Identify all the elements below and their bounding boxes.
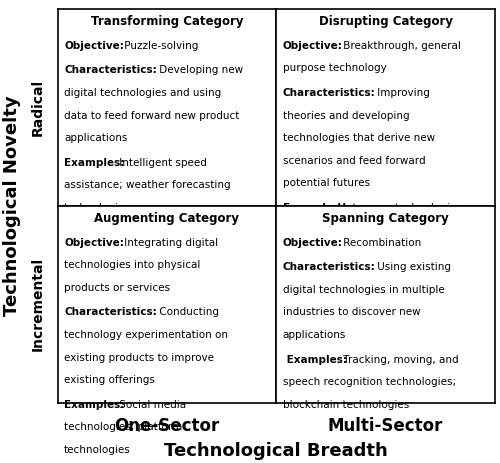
Text: speech recognition technologies;: speech recognition technologies; [283,377,456,387]
Text: Examples:: Examples: [283,355,347,364]
Text: Examples:: Examples: [64,158,124,168]
Text: Tracking, moving, and: Tracking, moving, and [340,355,458,364]
Text: applications: applications [283,330,346,340]
Text: Metaverse technologies: Metaverse technologies [334,203,462,213]
Text: applications: applications [64,133,128,143]
Text: technologies: technologies [64,445,131,455]
Text: theories and developing: theories and developing [283,111,410,120]
Text: Objective:: Objective: [64,41,124,51]
Text: blockchain technologies: blockchain technologies [283,400,409,410]
Text: existing offerings: existing offerings [64,375,155,385]
Text: digital technologies and using: digital technologies and using [64,88,222,98]
Text: Technological Novelty: Technological Novelty [4,96,22,316]
Text: Developing new: Developing new [156,65,243,75]
Text: Conducting: Conducting [156,307,218,317]
Text: technologies: technologies [64,203,131,213]
Text: industries to discover new: industries to discover new [283,307,420,317]
Text: Technological Breadth: Technological Breadth [164,443,388,460]
Text: Objective:: Objective: [283,238,343,248]
Text: technology experimentation on: technology experimentation on [64,330,228,340]
Text: Characteristics:: Characteristics: [64,65,157,75]
Text: potential futures: potential futures [283,179,370,188]
Text: technologies that derive new: technologies that derive new [283,133,435,143]
Text: Objective:: Objective: [64,238,124,248]
Text: Multi-Sector: Multi-Sector [328,417,444,435]
Text: Disrupting Category: Disrupting Category [318,15,452,28]
Text: Improving: Improving [374,88,430,98]
Text: Puzzle-solving: Puzzle-solving [122,41,198,51]
Text: purpose technology: purpose technology [283,63,387,73]
Text: Spanning Category: Spanning Category [322,212,449,225]
Text: Using existing: Using existing [374,262,452,272]
Text: technologies into physical: technologies into physical [64,260,200,270]
Text: Radical: Radical [30,79,44,136]
Text: Intelligent speed: Intelligent speed [116,158,206,168]
Text: Recombination: Recombination [340,238,421,248]
Text: Characteristics:: Characteristics: [283,262,376,272]
Text: products or services: products or services [64,283,170,293]
Text: Breakthrough, general: Breakthrough, general [340,41,461,51]
Text: existing products to improve: existing products to improve [64,353,214,363]
Text: digital technologies in multiple: digital technologies in multiple [283,285,444,295]
Text: Objective:: Objective: [283,41,343,51]
Text: technologies; platform: technologies; platform [64,422,182,432]
Text: Examples:: Examples: [283,203,343,213]
Text: scenarios and feed forward: scenarios and feed forward [283,156,426,166]
Text: Examples:: Examples: [64,400,124,410]
Text: Transforming Category: Transforming Category [90,15,243,28]
Text: One-Sector: One-Sector [114,417,220,435]
Text: Characteristics:: Characteristics: [283,88,376,98]
Text: Incremental: Incremental [30,257,44,351]
Text: data to feed forward new product: data to feed forward new product [64,111,240,120]
Text: Characteristics:: Characteristics: [64,307,157,317]
Text: Augmenting Category: Augmenting Category [94,212,240,225]
Text: assistance; weather forecasting: assistance; weather forecasting [64,181,230,190]
Text: Integrating digital: Integrating digital [122,238,218,248]
Text: Social media: Social media [116,400,186,410]
